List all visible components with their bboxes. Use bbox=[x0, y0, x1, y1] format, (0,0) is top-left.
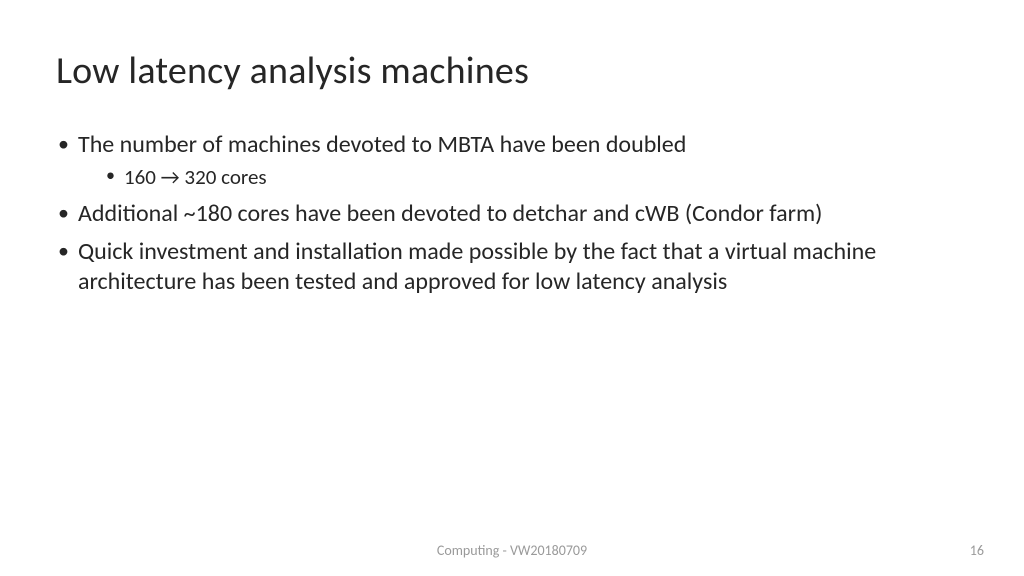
sub-bullet-list: 160 → 320 cores bbox=[78, 164, 968, 191]
footer-center-text: Computing - VW20180709 bbox=[437, 542, 587, 559]
slide: Low latency analysis machines The number… bbox=[0, 0, 1024, 576]
bullet-item: The number of machines devoted to MBTA h… bbox=[56, 130, 968, 191]
bullet-item: Additional ~180 cores have been devoted … bbox=[56, 199, 968, 229]
slide-title: Low latency analysis machines bbox=[56, 48, 968, 94]
footer-page-number: 16 bbox=[970, 542, 984, 559]
slide-footer: Computing - VW20180709 16 bbox=[0, 542, 1024, 562]
bullet-text: The number of machines devoted to MBTA h… bbox=[78, 130, 686, 159]
bullet-text: Quick investment and installation made p… bbox=[78, 237, 876, 296]
bullet-item: Quick investment and installation made p… bbox=[56, 237, 968, 297]
bullet-text: Additional ~180 cores have been devoted … bbox=[78, 199, 822, 228]
sub-bullet-text: 160 → 320 cores bbox=[124, 164, 267, 190]
sub-bullet-item: 160 → 320 cores bbox=[106, 164, 968, 191]
bullet-list: The number of machines devoted to MBTA h… bbox=[56, 130, 968, 297]
